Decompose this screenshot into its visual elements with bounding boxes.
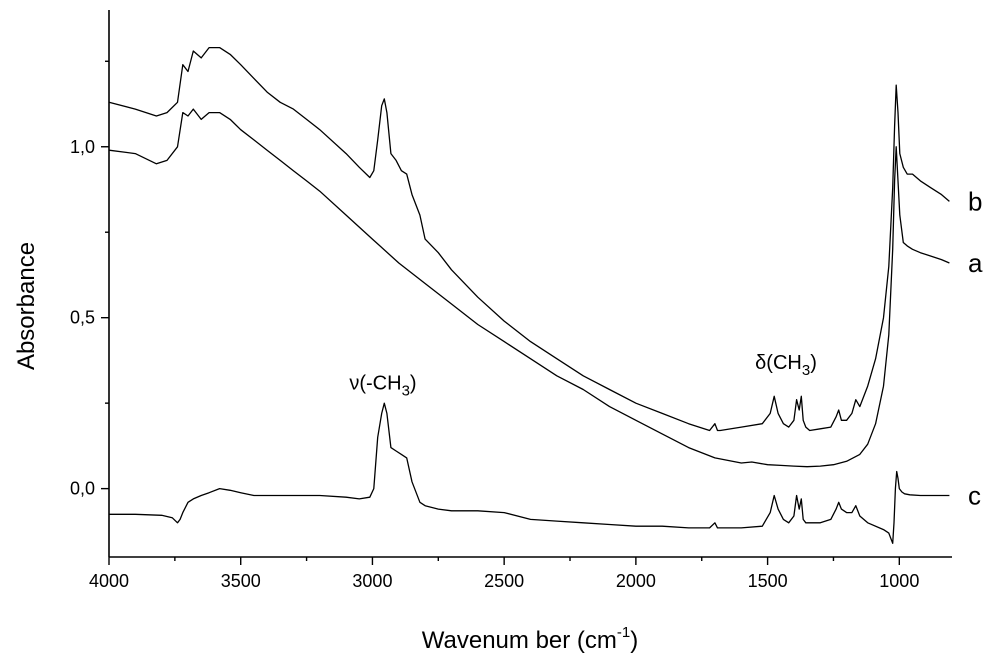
y-tick-label: 0,0 [70, 479, 95, 499]
y-tick-label: 0,5 [70, 308, 95, 328]
x-tick-label: 3500 [221, 571, 261, 591]
axes: 4000 3500 3000 2500 2000 1500 1000 0,0 0,5 1,0 [70, 10, 952, 591]
x-tick-label: 1000 [879, 571, 919, 591]
series-labels: a b c [968, 186, 983, 510]
y-axis-title: Absorbance [13, 242, 40, 370]
series-group [108, 46, 950, 544]
annotations: ν(-CH3) δ(CH3) [349, 352, 817, 400]
x-tick-label: 4000 [89, 571, 129, 591]
series-label-b: b [968, 186, 982, 216]
series-label-c: c [968, 480, 981, 510]
x-tick-label: 3000 [352, 571, 392, 591]
series-line-b [108, 46, 950, 432]
y-tick-label: 1,0 [70, 137, 95, 157]
series-label-a: a [968, 248, 983, 278]
series-line-c [109, 402, 950, 544]
peak-annotation-0: ν(-CH3) [349, 372, 416, 399]
x-axis-title-main: Wavenum ber (cm [422, 627, 617, 654]
x-axis-title-end: ) [630, 627, 638, 654]
x-tick-label: 2500 [484, 571, 524, 591]
x-axis-title-sup: -1 [617, 624, 630, 641]
x-tick-label: 1500 [748, 571, 788, 591]
series-line-a [108, 108, 950, 468]
x-axis-title: Wavenum ber (cm-1) [422, 624, 639, 654]
peak-annotation-1: δ(CH3) [755, 352, 817, 379]
x-tick-label: 2000 [616, 571, 656, 591]
